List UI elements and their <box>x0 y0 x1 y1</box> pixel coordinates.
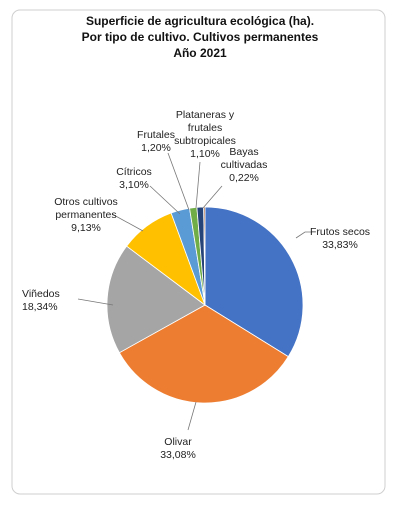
value-label: 0,22% <box>229 172 259 184</box>
slice-label: Otros cultivos permanentes 9,13% <box>44 196 128 235</box>
leader-lines <box>77 152 312 431</box>
value-label: 1,10% <box>190 148 220 160</box>
category-label: Viñedos <box>22 288 60 300</box>
value-label: 33,83% <box>322 239 358 251</box>
slice-label: Frutos secos 33,83% <box>300 226 380 252</box>
slice-label: Bayas cultivadas 0,22% <box>216 146 272 185</box>
value-label: 33,08% <box>160 449 196 461</box>
category-label: Otros cultivos permanentes <box>54 196 118 221</box>
category-label: Plataneras y frutales subtropicales <box>174 109 236 147</box>
category-label: Cítricos <box>116 166 152 178</box>
slice-label: Plataneras y frutales subtropicales 1,10% <box>164 109 246 161</box>
category-label: Frutos secos <box>309 226 371 238</box>
category-label: Bayas cultivadas <box>220 146 268 171</box>
chart-title: Año 2021 <box>173 46 227 60</box>
chart-title: Superficie de agricultura ecológica (ha)… <box>86 14 314 28</box>
slice-label: Viñedos 18,34% <box>22 288 82 314</box>
value-label: 1,20% <box>141 142 171 154</box>
slice-label: Cítricos 3,10% <box>112 166 156 192</box>
value-label: 9,13% <box>71 222 101 234</box>
chart-title: Por tipo de cultivo. Cultivos permanente… <box>82 30 319 44</box>
slice-label: Frutales 1,20% <box>134 129 178 155</box>
value-label: 18,34% <box>22 301 58 313</box>
slice-label: Olivar 33,08% <box>148 436 208 462</box>
pie-slice <box>106 245 206 354</box>
pie-slice <box>204 206 304 358</box>
category-label: Olivar <box>164 436 192 448</box>
category-label: Frutales <box>137 129 175 141</box>
value-label: 3,10% <box>119 179 149 191</box>
